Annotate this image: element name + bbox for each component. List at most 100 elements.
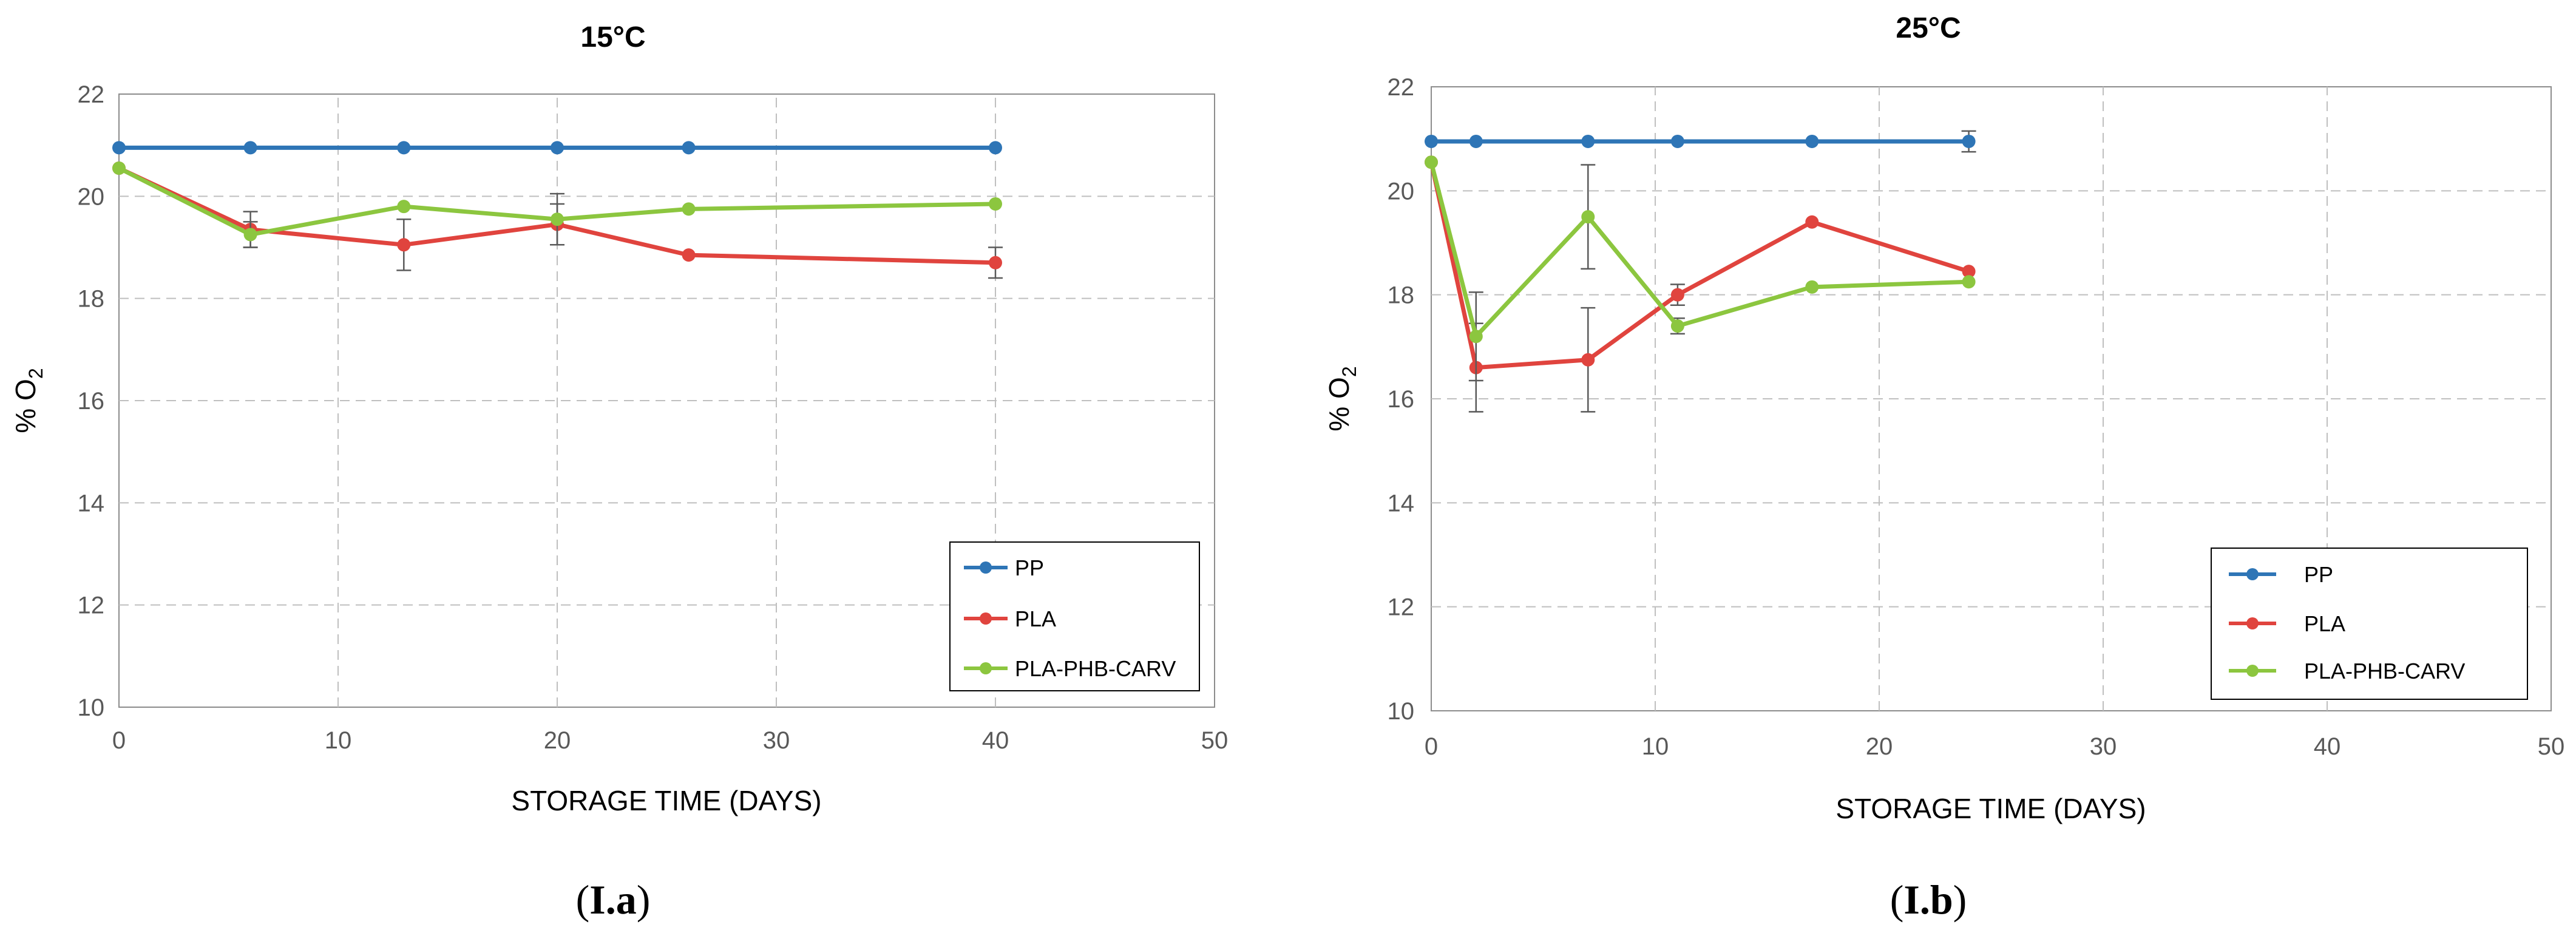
x-tick-label-30: 30 xyxy=(763,727,790,754)
data-point-pla-phb-carv xyxy=(989,197,1002,211)
y-tick-label-16: 16 xyxy=(1388,386,1415,413)
x-tick-label-50: 50 xyxy=(2538,733,2565,760)
y-axis-label-main: % O xyxy=(10,379,41,433)
data-point-pp xyxy=(1805,134,1819,148)
data-point-pla-phb-carv xyxy=(1469,330,1483,344)
data-point-pla-phb-carv xyxy=(397,200,411,214)
y-tick-label-22: 22 xyxy=(1388,74,1415,101)
legend-label-pp: PP xyxy=(1015,555,1044,580)
x-tick-label-50: 50 xyxy=(1201,727,1229,754)
y-tick-label-20: 20 xyxy=(1388,178,1415,205)
x-tick-label-0: 0 xyxy=(1425,733,1438,760)
legend-entry-pla: PLA xyxy=(2229,611,2345,636)
series-pla-phb-carv xyxy=(1425,155,1976,382)
series-pp xyxy=(1425,130,1976,153)
data-point-pp xyxy=(1469,134,1483,148)
legend-entry-pp: PP xyxy=(964,555,1044,580)
series-layer xyxy=(1425,130,1976,413)
x-tick-label-40: 40 xyxy=(2314,733,2341,760)
data-point-pla-phb-carv xyxy=(1581,210,1595,224)
axis-ticks: 10 12 14 16 18 20 22 0 10 20 30 40 50 xyxy=(78,81,1229,754)
legend-entry-pla-phb-carv: PLA-PHB-CARV xyxy=(964,656,1176,681)
legend-label-pla: PLA xyxy=(1015,606,1056,631)
y-tick-label-10: 10 xyxy=(78,694,105,721)
legend-entry-pla: PLA xyxy=(964,606,1056,631)
chart-panel-25c: 25°C 10 12 14 16 18 20 22 0 10 20 30 40 50 STORAGE T… xyxy=(1323,12,2564,923)
data-point-pla xyxy=(682,248,696,262)
data-point-pp xyxy=(1670,134,1684,148)
legend-marker-pp xyxy=(2246,568,2259,580)
y-tick-label-18: 18 xyxy=(78,286,105,313)
x-axis-label: STORAGE TIME (DAYS) xyxy=(511,785,821,816)
legend-label-pp: PP xyxy=(2304,562,2333,587)
series-line-pla xyxy=(1429,161,1970,370)
data-point-pp xyxy=(1962,134,1976,148)
chart-title: 25°C xyxy=(1896,12,1961,44)
series-pp xyxy=(112,141,1002,155)
legend-label-pla: PLA xyxy=(2304,611,2345,636)
data-point-pp xyxy=(1425,134,1438,148)
data-point-pp xyxy=(989,141,1002,155)
data-point-pla-phb-carv xyxy=(243,228,257,242)
panel-caption: (I.a) xyxy=(576,877,651,923)
data-point-pla-phb-carv xyxy=(1670,319,1684,333)
legend-entry-pp: PP xyxy=(2229,562,2333,587)
axis-ticks: 10 12 14 16 18 20 22 0 10 20 30 40 50 xyxy=(1388,74,2565,760)
data-point-pp xyxy=(682,141,696,155)
series-line-pla-phb-carv xyxy=(118,166,996,237)
y-axis-label: % O2 xyxy=(10,368,47,433)
data-point-pla xyxy=(989,256,1002,270)
x-tick-label-40: 40 xyxy=(982,727,1009,754)
y-axis-label-subscript: 2 xyxy=(1338,366,1360,377)
data-point-pla-phb-carv xyxy=(551,212,564,226)
y-tick-label-12: 12 xyxy=(1388,594,1415,621)
data-point-pp xyxy=(112,141,126,155)
y-tick-label-16: 16 xyxy=(78,388,105,415)
data-point-pp xyxy=(243,141,257,155)
y-tick-label-14: 14 xyxy=(78,490,105,517)
data-point-pla xyxy=(1581,353,1595,367)
data-point-pla xyxy=(1962,265,1976,279)
data-point-pla-phb-carv xyxy=(112,161,126,175)
legend-marker-pp xyxy=(980,561,992,574)
legend-marker-pla xyxy=(2246,617,2259,629)
x-axis-label: STORAGE TIME (DAYS) xyxy=(1835,793,2146,824)
legend-label-pla-phb-carv: PLA-PHB-CARV xyxy=(2304,659,2465,683)
y-tick-label-22: 22 xyxy=(78,81,105,108)
series-line-pla xyxy=(118,166,996,265)
y-axis-label: % O2 xyxy=(1323,366,1360,431)
legend-marker-pla xyxy=(980,612,992,625)
legend-entry-pla-phb-carv: PLA-PHB-CARV xyxy=(2229,659,2465,683)
y-tick-label-10: 10 xyxy=(1388,698,1415,725)
y-tick-label-12: 12 xyxy=(78,592,105,619)
data-point-pp xyxy=(1581,134,1595,148)
data-point-pla xyxy=(1805,215,1819,229)
y-axis-label-subscript: 2 xyxy=(25,368,47,379)
data-point-pla xyxy=(397,238,411,252)
legend-label-pla-phb-carv: PLA-PHB-CARV xyxy=(1015,656,1176,681)
panel-caption: (I.b) xyxy=(1890,877,1967,923)
y-tick-label-18: 18 xyxy=(1388,282,1415,309)
x-tick-label-20: 20 xyxy=(1866,733,1893,760)
y-tick-label-20: 20 xyxy=(78,183,105,210)
legend: PP PLA PLA-PHB-CARV xyxy=(949,541,1200,691)
data-point-pla-phb-carv xyxy=(1805,280,1819,294)
data-point-pla-phb-carv xyxy=(682,202,696,216)
series-line-pla-phb-carv xyxy=(1429,161,1969,339)
y-tick-label-14: 14 xyxy=(1388,490,1415,517)
chart-title: 15°C xyxy=(580,21,645,53)
x-tick-label-10: 10 xyxy=(1642,733,1669,760)
x-tick-label-0: 0 xyxy=(112,727,126,754)
data-point-pla-phb-carv xyxy=(1962,275,1976,289)
legend-marker-pla-phb-carv xyxy=(2246,665,2259,677)
data-point-pla xyxy=(1670,288,1684,302)
data-point-pla-phb-carv xyxy=(1425,155,1438,169)
legend-marker-pla-phb-carv xyxy=(980,662,992,674)
y-axis-label-main: % O xyxy=(1323,377,1355,431)
legend: PP PLA PLA-PHB-CARV xyxy=(2211,548,2528,700)
series-layer xyxy=(112,141,1003,279)
x-tick-label-20: 20 xyxy=(544,727,571,754)
data-point-pp xyxy=(397,141,411,155)
chart-panel-15c: 15°C 10 12 14 16 18 20 22 0 10 20 30 40 50 STORAGE T… xyxy=(10,21,1228,923)
